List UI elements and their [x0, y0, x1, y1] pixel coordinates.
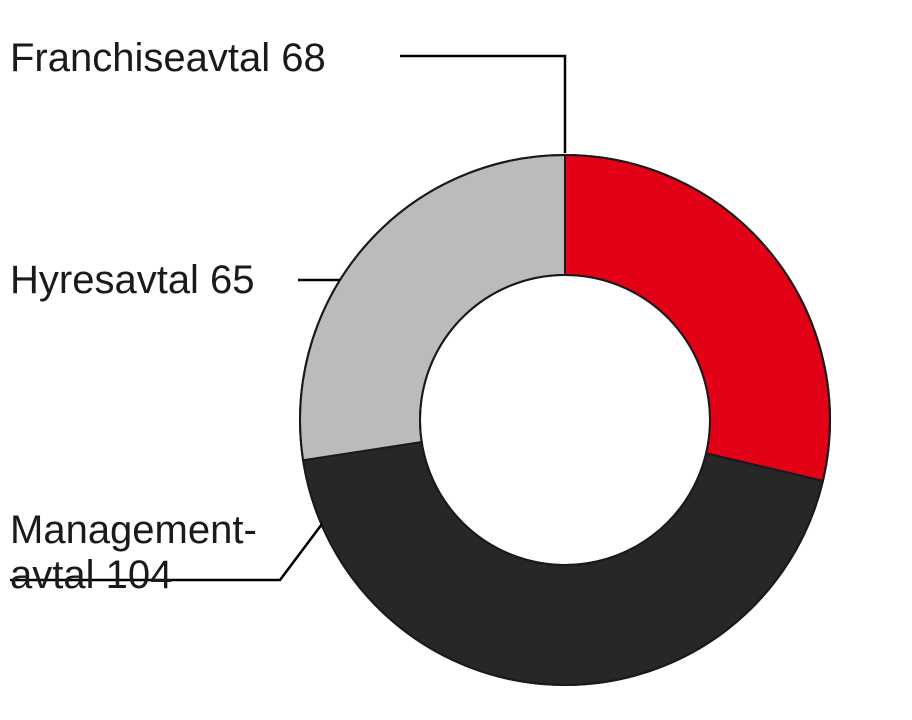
- label-hyres: Hyresavtal 65: [10, 258, 255, 303]
- slice-franchise: [565, 155, 830, 481]
- label-management: Management- avtal 104: [10, 508, 257, 598]
- slice-management: [303, 442, 823, 685]
- slice-hyres: [300, 155, 565, 460]
- donut-svg: [0, 0, 912, 720]
- label-franchise: Franchiseavtal 68: [10, 36, 326, 81]
- inner-ring: [420, 275, 710, 565]
- donut-chart: Franchiseavtal 68 Management- avtal 104 Hy…: [0, 0, 912, 720]
- leader-franchise: [400, 56, 565, 153]
